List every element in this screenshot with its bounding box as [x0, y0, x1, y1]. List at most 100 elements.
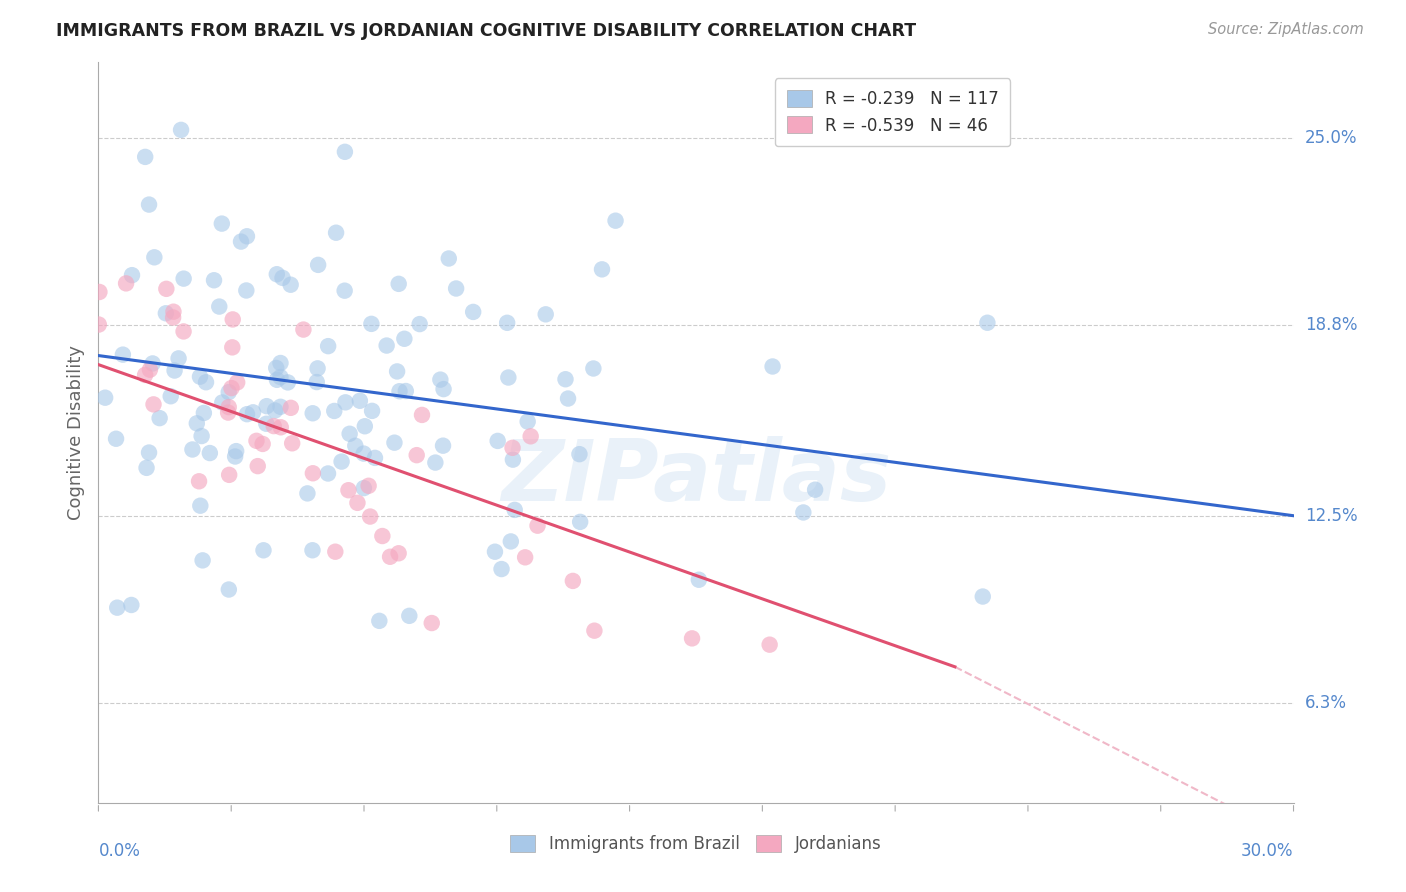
Point — [264, 360, 287, 375]
Point — [280, 277, 302, 292]
Point — [516, 415, 538, 429]
Point — [335, 395, 357, 409]
Point — [186, 417, 208, 431]
Point — [398, 608, 420, 623]
Y-axis label: Cognitive Disability: Cognitive Disability — [66, 345, 84, 520]
Point — [269, 370, 291, 384]
Point — [155, 282, 177, 296]
Point — [503, 503, 526, 517]
Point — [193, 406, 215, 420]
Text: 18.8%: 18.8% — [1305, 317, 1357, 334]
Point — [411, 408, 433, 422]
Point — [222, 312, 245, 326]
Point — [163, 363, 186, 377]
Point — [349, 393, 371, 408]
Point — [333, 145, 356, 159]
Point — [405, 448, 427, 462]
Point — [496, 316, 519, 330]
Point — [316, 467, 339, 481]
Point — [266, 373, 288, 387]
Point — [432, 439, 454, 453]
Point — [333, 284, 356, 298]
Point — [270, 420, 292, 434]
Point — [120, 598, 142, 612]
Point — [134, 368, 156, 382]
Text: ZIPatlas: ZIPatlas — [501, 435, 891, 518]
Point — [681, 632, 703, 646]
Point — [246, 459, 269, 474]
Point — [361, 404, 384, 418]
Point — [384, 435, 406, 450]
Point — [225, 444, 247, 458]
Point — [121, 268, 143, 282]
Point — [353, 447, 375, 461]
Point — [976, 316, 998, 330]
Point — [218, 400, 240, 414]
Point — [591, 262, 613, 277]
Point — [218, 467, 240, 482]
Point — [191, 553, 214, 567]
Point — [94, 391, 117, 405]
Point — [437, 252, 460, 266]
Point — [307, 258, 329, 272]
Point — [135, 460, 157, 475]
Text: 30.0%: 30.0% — [1241, 842, 1294, 860]
Point — [218, 385, 240, 400]
Point — [305, 375, 328, 389]
Point — [301, 543, 323, 558]
Point — [134, 150, 156, 164]
Point — [188, 499, 211, 513]
Point — [330, 454, 353, 468]
Point — [105, 432, 128, 446]
Point — [425, 456, 447, 470]
Point — [162, 304, 184, 318]
Point — [89, 285, 111, 299]
Point — [277, 376, 299, 390]
Point — [360, 317, 382, 331]
Point — [371, 529, 394, 543]
Point — [202, 273, 225, 287]
Point — [235, 284, 257, 298]
Point — [353, 419, 375, 434]
Point — [499, 534, 522, 549]
Point — [242, 405, 264, 419]
Point — [280, 401, 302, 415]
Text: 6.3%: 6.3% — [1305, 694, 1347, 712]
Point — [375, 338, 398, 352]
Point — [252, 437, 274, 451]
Point — [357, 479, 380, 493]
Point — [395, 384, 418, 398]
Point — [188, 475, 211, 489]
Point — [188, 369, 211, 384]
Point — [181, 442, 204, 457]
Point — [138, 197, 160, 211]
Point — [761, 359, 783, 374]
Point — [429, 373, 451, 387]
Point — [688, 573, 710, 587]
Point — [498, 370, 520, 384]
Point — [502, 441, 524, 455]
Point — [526, 518, 548, 533]
Text: 12.5%: 12.5% — [1305, 507, 1357, 524]
Point — [198, 446, 221, 460]
Point — [111, 348, 134, 362]
Point — [87, 318, 110, 332]
Point — [758, 638, 780, 652]
Point — [138, 445, 160, 459]
Point — [269, 356, 291, 370]
Point — [420, 615, 443, 630]
Point — [444, 281, 467, 295]
Point — [346, 496, 368, 510]
Point — [561, 574, 583, 588]
Point — [218, 582, 240, 597]
Point — [159, 389, 181, 403]
Point — [252, 543, 274, 558]
Point — [972, 590, 994, 604]
Text: Source: ZipAtlas.com: Source: ZipAtlas.com — [1208, 22, 1364, 37]
Point — [339, 426, 361, 441]
Point — [534, 307, 557, 321]
Point — [266, 267, 288, 281]
Point — [302, 467, 325, 481]
Text: IMMIGRANTS FROM BRAZIL VS JORDANIAN COGNITIVE DISABILITY CORRELATION CHART: IMMIGRANTS FROM BRAZIL VS JORDANIAN COGN… — [56, 22, 917, 40]
Point — [263, 419, 285, 434]
